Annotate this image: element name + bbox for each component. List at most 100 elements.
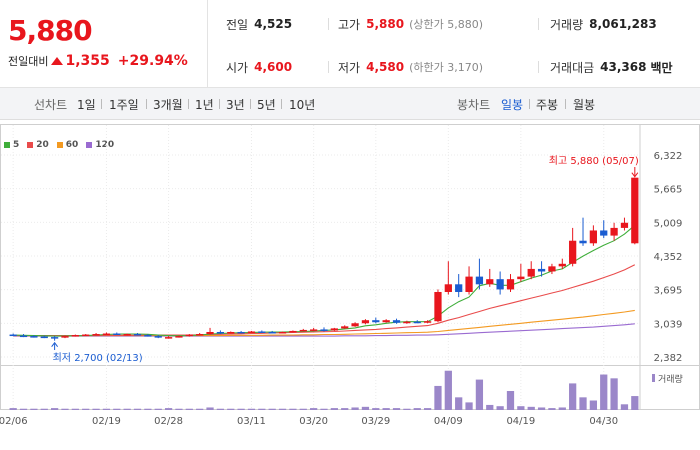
- candle: [465, 266, 473, 295]
- candle: [423, 320, 432, 324]
- candle-body: [403, 321, 411, 324]
- volume-bar: [278, 408, 287, 410]
- period-10y[interactable]: 10년: [289, 98, 316, 112]
- divider: [188, 99, 189, 109]
- candle: [548, 263, 556, 275]
- period-1d[interactable]: 1일: [77, 98, 96, 112]
- ma-legend: 5 20 60 120: [4, 140, 114, 150]
- candle-body: [92, 334, 100, 336]
- candle: [589, 225, 598, 246]
- y-tick-label: 3,695: [654, 286, 683, 297]
- ma20-line: [13, 264, 636, 337]
- candle: [196, 333, 204, 336]
- period-5y[interactable]: 5년: [257, 98, 276, 112]
- legend-ma20: 20: [27, 140, 49, 150]
- candle: [486, 268, 494, 287]
- divider: [565, 99, 566, 109]
- candle-body: [579, 240, 587, 244]
- period-1y[interactable]: 1년: [195, 98, 214, 112]
- volume-bar: [175, 408, 183, 410]
- divider: [250, 99, 251, 109]
- y-tick-label: 6,322: [654, 151, 683, 162]
- low-annotation-arrowhead: [51, 341, 59, 347]
- legend-ma120: 120: [86, 140, 114, 150]
- divider: [538, 18, 539, 30]
- candle: [82, 334, 90, 337]
- candle-body: [351, 323, 359, 327]
- period-3m[interactable]: 3개월: [153, 98, 183, 112]
- candle: [320, 327, 328, 332]
- volume-bar: [527, 406, 535, 410]
- high-value: 5,880: [366, 17, 405, 31]
- volume-bar: [330, 408, 338, 410]
- open-cell: 시가 4,600: [226, 57, 292, 77]
- y-tick-label: 3,039: [654, 319, 683, 330]
- candle-body: [537, 268, 546, 272]
- candle: [289, 330, 297, 333]
- candle: [164, 336, 173, 339]
- x-tick-label: 02/06: [0, 416, 28, 427]
- volume-bar: [144, 408, 152, 410]
- volume-bar: [537, 407, 546, 410]
- candle-body: [382, 320, 390, 323]
- candle-body: [527, 268, 535, 277]
- period-1w[interactable]: 1주일: [109, 98, 139, 112]
- volume-bar: [548, 408, 556, 410]
- candlestick-chart[interactable]: 6,322 5,665 5,009 4,352 3,695 3,039 2,382 02/06…: [0, 120, 700, 450]
- volume-bar: [247, 408, 256, 410]
- volume-bar: [589, 400, 598, 410]
- volume-bar: [50, 408, 59, 410]
- candle-body: [123, 334, 131, 336]
- candle: [496, 271, 504, 295]
- volume-bar: [40, 408, 48, 410]
- candle-body: [113, 333, 121, 336]
- open-label: 시가: [226, 60, 249, 75]
- candle-monthly[interactable]: 월봉: [573, 98, 596, 112]
- candle: [310, 327, 318, 331]
- candle-body: [258, 331, 266, 333]
- candle-body: [569, 240, 577, 264]
- candle: [61, 335, 69, 339]
- candle: [341, 325, 349, 329]
- candle: [123, 333, 131, 336]
- candle: [30, 335, 38, 338]
- candle: [40, 335, 48, 339]
- volume-bar: [299, 408, 307, 410]
- low-label: 저가: [338, 60, 361, 75]
- volume-bar: [455, 397, 463, 410]
- candle: [475, 258, 484, 290]
- candle-body: [133, 334, 142, 336]
- candle-body: [227, 331, 235, 334]
- volume-bar: [496, 406, 504, 410]
- volume-bar: [61, 408, 69, 410]
- volume-bar: [133, 408, 142, 410]
- candle-body: [413, 321, 421, 324]
- volume-bar: [506, 391, 515, 410]
- price-summary: 5,880 전일대비 1,355 +29.94%: [0, 0, 208, 88]
- volume-bar: [154, 408, 162, 410]
- candle-body: [175, 336, 183, 338]
- volume-bar: [227, 408, 235, 410]
- candle: [185, 334, 193, 337]
- x-tick-label: 03/29: [361, 416, 390, 427]
- candle: [392, 318, 401, 324]
- candle-daily[interactable]: 일봉: [501, 98, 524, 112]
- period-3y[interactable]: 3년: [226, 98, 245, 112]
- candle-weekly[interactable]: 주봉: [536, 98, 559, 112]
- candle-body: [289, 330, 297, 333]
- chart-toolbar: 선차트 1일 1주일 3개월 1년 3년 5년 10년 봉차트 일봉 주봉 월봉: [0, 88, 700, 120]
- candle: [9, 333, 17, 337]
- volume-bar: [102, 408, 111, 410]
- low-cell: 저가 4,580 (하한가 3,170): [338, 57, 483, 77]
- volume-bar: [579, 397, 587, 410]
- volume-bar: [392, 408, 401, 410]
- change-amount: 1,355: [65, 53, 110, 69]
- change-label: 전일대비: [8, 55, 49, 68]
- volume-bar: [268, 408, 276, 410]
- candle-body: [82, 334, 90, 337]
- candle: [133, 333, 142, 336]
- candle: [268, 330, 276, 334]
- candle-body: [506, 279, 515, 290]
- volume-legend-label: 거래량: [658, 373, 683, 385]
- candle-body: [392, 320, 401, 323]
